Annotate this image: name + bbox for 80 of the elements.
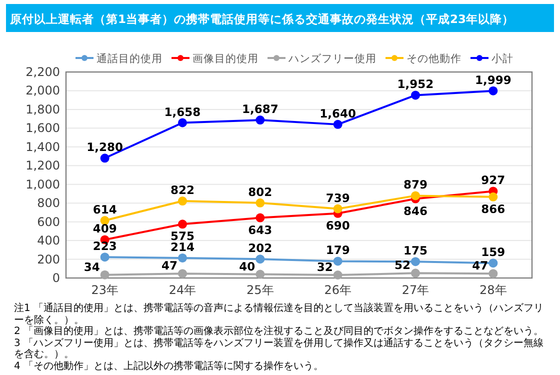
y-tick-label: 0 bbox=[52, 271, 60, 285]
point bbox=[256, 198, 265, 208]
y-tick-label: 1,600 bbox=[26, 121, 60, 136]
point bbox=[488, 269, 498, 278]
data-label: 866 bbox=[481, 202, 506, 216]
x-tick-label: 27年 bbox=[402, 283, 430, 297]
data-label: 409 bbox=[92, 222, 117, 236]
legend-label: 小計 bbox=[492, 52, 514, 65]
x-tick-label: 24年 bbox=[168, 283, 196, 297]
point bbox=[178, 253, 187, 262]
y-tick-label: 2,000 bbox=[26, 84, 60, 98]
data-label: 175 bbox=[403, 244, 428, 258]
data-label: 223 bbox=[92, 239, 117, 254]
point bbox=[100, 252, 110, 262]
y-tick-label: 1,200 bbox=[26, 158, 60, 173]
point bbox=[178, 196, 187, 206]
point bbox=[256, 213, 265, 222]
point bbox=[100, 270, 110, 280]
point bbox=[333, 270, 342, 280]
point bbox=[488, 192, 498, 202]
legend-label: その他動作 bbox=[406, 53, 462, 65]
y-tick-label: 400 bbox=[37, 234, 60, 248]
data-label: 1,952 bbox=[397, 77, 434, 92]
point bbox=[256, 270, 265, 279]
data-label: 32 bbox=[316, 260, 333, 274]
data-label: 202 bbox=[248, 241, 272, 256]
x-tick-label: 23年 bbox=[91, 283, 118, 297]
point bbox=[256, 116, 265, 125]
point bbox=[488, 86, 498, 96]
point bbox=[333, 204, 342, 214]
data-label: 179 bbox=[326, 243, 350, 258]
data-label: 802 bbox=[248, 184, 272, 199]
point bbox=[333, 256, 342, 266]
text: 注1 「通話目的使用」とは、携帯電話等の音声による情報伝達を目的として当該装置を用いることをいう（ハンズフリーを除く。）。 bbox=[14, 303, 545, 326]
data-label: 1,640 bbox=[320, 106, 356, 120]
y-tick-label: 2,200 bbox=[26, 65, 60, 79]
legend-label: ハンズフリー使用 bbox=[288, 53, 376, 65]
data-label: 1,280 bbox=[86, 140, 124, 154]
data-label: 927 bbox=[481, 173, 506, 188]
point bbox=[411, 268, 420, 278]
point bbox=[178, 269, 187, 278]
point bbox=[178, 220, 187, 229]
data-label: 52 bbox=[394, 258, 411, 272]
y-tick-label: 600 bbox=[37, 214, 60, 229]
data-label: 690 bbox=[326, 218, 350, 232]
y-tick-label: 1,400 bbox=[26, 140, 60, 154]
point bbox=[411, 257, 420, 266]
data-label: 1,999 bbox=[474, 72, 512, 87]
y-tick-label: 800 bbox=[37, 196, 60, 210]
x-tick-label: 25年 bbox=[246, 283, 274, 297]
point bbox=[100, 154, 110, 163]
data-label: 34 bbox=[84, 260, 100, 274]
text: 4 「その他動作」とは、上記以外の携帯電話等に関する操作をいう。 bbox=[14, 360, 325, 372]
x-tick-label: 26年 bbox=[324, 283, 352, 297]
data-label: 1,687 bbox=[242, 102, 278, 116]
point bbox=[411, 191, 420, 200]
data-label: 1,658 bbox=[164, 104, 201, 119]
data-label: 739 bbox=[326, 190, 350, 205]
point bbox=[256, 254, 265, 264]
legend-label: 通話目的使用 bbox=[96, 52, 162, 65]
data-label: 40 bbox=[239, 259, 256, 274]
text: 3 「ハンズフリー使用」とは、携帯電話等をハンズフリー装置を併用して操作又は通話することをいう（タクシー無線を含む。）。 bbox=[14, 338, 545, 360]
text: 2 「画像目的使用」とは、携帯電話等の画像表示部位を注視すること及び同目的でボタン操作をすることなどをいう。 bbox=[14, 326, 545, 338]
data-label: 643 bbox=[248, 222, 272, 237]
y-tick-label: 200 bbox=[37, 252, 60, 266]
point bbox=[411, 90, 420, 100]
y-tick-label: 1,800 bbox=[26, 102, 60, 116]
point bbox=[178, 118, 187, 128]
data-label: 47 bbox=[161, 258, 178, 273]
point bbox=[333, 120, 342, 129]
data-label: 879 bbox=[403, 178, 428, 192]
x-tick-label: 28年 bbox=[480, 283, 507, 297]
y-tick-label: 1,000 bbox=[26, 177, 60, 192]
point bbox=[488, 258, 498, 268]
data-label: 614 bbox=[92, 202, 117, 217]
legend-label: 画像目的使用 bbox=[192, 53, 258, 65]
data-label: 846 bbox=[403, 204, 428, 218]
data-label: 822 bbox=[170, 183, 195, 198]
data-label: 159 bbox=[481, 245, 506, 260]
chart-title: 原付以上運転者（第1当事者）の携帯電話使用等に係る交通事故の発生状況（平成23年以降） bbox=[9, 12, 514, 26]
